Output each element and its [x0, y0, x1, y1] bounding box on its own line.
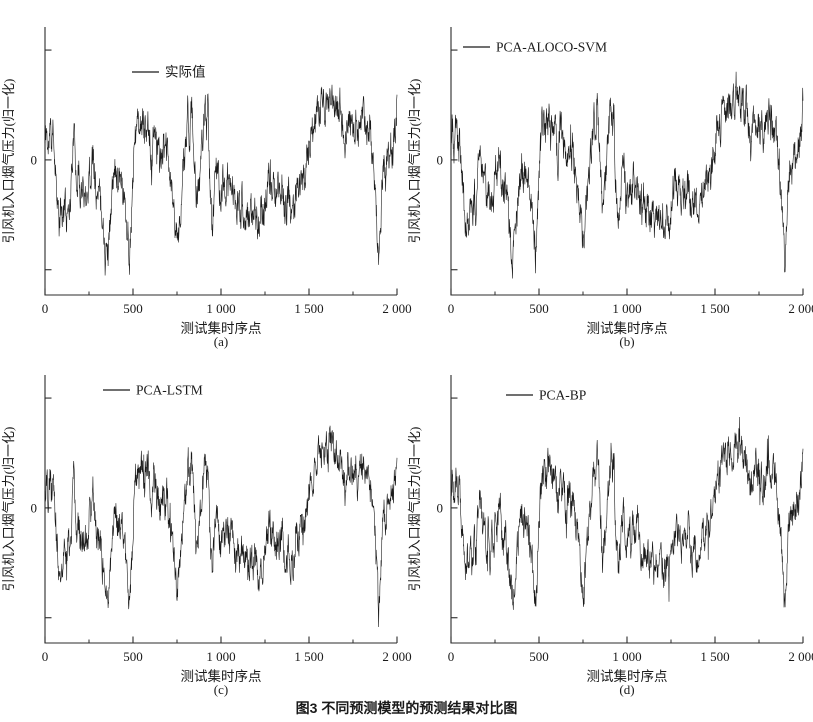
- svg-text:0: 0: [42, 301, 49, 316]
- svg-text:500: 500: [123, 649, 143, 664]
- series-line: [44, 84, 398, 276]
- series-line: [450, 416, 804, 610]
- svg-text:500: 500: [529, 649, 549, 664]
- svg-text:0: 0: [31, 500, 38, 515]
- figure-caption: 图3 不同预测模型的预测结果对比图: [295, 700, 518, 716]
- subplot-d: 0 0 500 1 000 1 500 2 000 测试集时序点 引风机入口烟气压力(归一化)…: [406, 348, 813, 697]
- svg-text:0: 0: [31, 152, 38, 167]
- legend-label: PCA-ALOCO-SVM: [496, 40, 607, 55]
- subplot-b: 0 0 500 1 000 1 500 2 000 测试集时序点 引风机入口烟气压力(归一化)…: [406, 0, 813, 349]
- x-axis-label: 测试集时序点: [587, 321, 668, 336]
- svg-text:0: 0: [437, 500, 444, 515]
- subplot-letter: (c): [214, 682, 228, 697]
- svg-text:2 000: 2 000: [382, 301, 411, 316]
- subplot-grid: 0 0 500 1 000 1 500 2 000 测试集时序点 引风机入口烟气压力(归一化)…: [0, 0, 813, 697]
- svg-text:2 000: 2 000: [382, 649, 411, 664]
- subplot-a: 0 0 500 1 000 1 500 2 000 测试集时序点 引风机入口烟气压力(归一化)…: [0, 0, 412, 349]
- legend-label: PCA-BP: [539, 388, 586, 403]
- series-line: [44, 425, 398, 628]
- svg-text:1 500: 1 500: [700, 301, 729, 316]
- svg-text:2 000: 2 000: [788, 649, 813, 664]
- svg-text:500: 500: [123, 301, 143, 316]
- subplot-c: 0 0 500 1 000 1 500 2 000 测试集时序点 引风机入口烟气压力(归一化)…: [0, 348, 412, 697]
- svg-text:1 000: 1 000: [206, 301, 235, 316]
- subplot-letter: (a): [214, 334, 228, 349]
- svg-text:1 500: 1 500: [294, 301, 323, 316]
- y-axis-label: 引风机入口烟气压力(归一化): [1, 427, 16, 592]
- y-axis-label: 引风机入口烟气压力(归一化): [1, 79, 16, 244]
- svg-text:0: 0: [437, 152, 444, 167]
- svg-text:500: 500: [529, 301, 549, 316]
- svg-text:1 000: 1 000: [206, 649, 235, 664]
- x-axis-label: 测试集时序点: [181, 321, 262, 336]
- chart-pca-bp: 0 0 500 1 000 1 500 2 000 测试集时序点 引风机入口烟气压力(归一化)…: [407, 375, 813, 697]
- subplot-letter: (d): [619, 682, 634, 697]
- svg-text:1 000: 1 000: [612, 649, 641, 664]
- x-axis-label: 测试集时序点: [587, 669, 668, 684]
- svg-text:0: 0: [448, 301, 455, 316]
- svg-text:0: 0: [42, 649, 49, 664]
- y-axis-label: 引风机入口烟气压力(归一化): [407, 427, 422, 592]
- svg-text:1 500: 1 500: [294, 649, 323, 664]
- chart-pca-aloco-svm: 0 0 500 1 000 1 500 2 000 测试集时序点 引风机入口烟气压力(归一化)…: [407, 27, 813, 349]
- legend-label: 实际值: [165, 65, 206, 80]
- svg-text:2 000: 2 000: [788, 301, 813, 316]
- chart-pca-lstm: 0 0 500 1 000 1 500 2 000 测试集时序点 引风机入口烟气压力(归一化)…: [1, 375, 412, 697]
- svg-text:0: 0: [448, 649, 455, 664]
- subplot-letter: (b): [619, 334, 634, 349]
- x-axis-label: 测试集时序点: [181, 669, 262, 684]
- y-axis-label: 引风机入口烟气压力(归一化): [407, 79, 422, 244]
- series-line: [450, 71, 804, 279]
- chart-actual-value: 0 0 500 1 000 1 500 2 000 测试集时序点 引风机入口烟气压力(归一化)…: [1, 27, 412, 349]
- svg-text:1 500: 1 500: [700, 649, 729, 664]
- legend-label: PCA-LSTM: [136, 383, 203, 398]
- svg-text:1 000: 1 000: [612, 301, 641, 316]
